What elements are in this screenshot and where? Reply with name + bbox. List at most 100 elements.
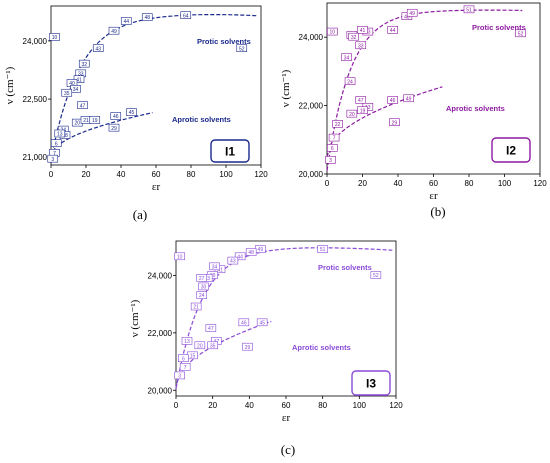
panel-b: 0 20 40 60 80 100 120 20,000 22,000 24,000 εr ν (cm… xyxy=(280,2,547,219)
x-tick-label: 0 xyxy=(325,179,330,188)
data-point-box xyxy=(317,245,328,253)
data-point-label: 34 xyxy=(212,264,218,270)
data-point-box xyxy=(389,118,400,126)
data-point: 6 xyxy=(50,139,62,147)
data-point-box xyxy=(108,123,120,132)
data-point-box xyxy=(238,318,250,327)
data-point-label: 21 xyxy=(193,305,199,311)
data-point-box xyxy=(357,106,368,115)
panel-label: (b) xyxy=(430,204,445,219)
series-label-protic: Protic solvents xyxy=(197,37,251,46)
data-point-label: 7 xyxy=(333,136,336,142)
data-point-label: 15 xyxy=(190,353,196,359)
data-point: 47 xyxy=(355,96,367,104)
data-point-label: 6 xyxy=(331,146,334,152)
data-point-label: 34 xyxy=(344,55,350,61)
data-point-label: 22 xyxy=(335,122,341,128)
aprotic-fit-curve xyxy=(175,320,272,388)
data-point: 45 xyxy=(126,108,137,116)
data-point: 19 xyxy=(357,106,368,115)
data-point-label: 10 xyxy=(52,35,58,41)
data-point: 49 xyxy=(406,8,418,17)
compound-badge-label: I2 xyxy=(506,144,516,158)
data-point-label: 43 xyxy=(365,30,371,36)
data-point-label: 46 xyxy=(390,98,396,104)
data-point: 22 xyxy=(332,120,343,128)
x-tick-label: 100 xyxy=(498,179,512,188)
x-tick-label: 100 xyxy=(353,401,367,410)
data-point-box xyxy=(120,17,132,25)
data-point: 47 xyxy=(205,324,217,332)
data-point-label: 48 xyxy=(144,15,150,21)
data-point-label: 20 xyxy=(74,121,80,127)
data-point: 6 xyxy=(327,144,338,152)
data-point-box xyxy=(406,8,418,17)
data-point-box xyxy=(355,96,367,104)
data-point-box xyxy=(341,53,352,62)
data-point-box xyxy=(227,256,239,265)
y-tick-label: 21,000 xyxy=(23,153,48,162)
data-point-label: 52 xyxy=(239,46,245,52)
y-tick-label: 22,000 xyxy=(299,102,324,111)
data-point: 6 xyxy=(178,354,189,362)
data-point-box xyxy=(256,318,268,327)
data-point-label: 20 xyxy=(197,343,203,349)
data-point-box xyxy=(515,29,526,38)
data-point-label: 41 xyxy=(360,28,366,34)
data-point: 29 xyxy=(389,118,400,126)
data-point-label: 24 xyxy=(347,79,353,85)
data-point: 46 xyxy=(238,318,250,327)
data-point-label: 13 xyxy=(184,339,190,345)
data-point-label: 44 xyxy=(237,254,243,260)
data-point: 10 xyxy=(174,252,185,260)
data-point: 35 xyxy=(61,88,73,97)
x-tick-label: 0 xyxy=(49,170,54,179)
data-point-box xyxy=(328,133,340,142)
data-point-label: 30 xyxy=(201,285,207,291)
data-point-box xyxy=(403,94,414,103)
data-point-label: 44 xyxy=(123,19,129,25)
y-tick-label: 24,000 xyxy=(148,271,173,280)
data-point-box xyxy=(196,274,207,282)
data-point-box xyxy=(327,144,338,152)
data-point-label: 52 xyxy=(518,31,524,37)
data-point-box xyxy=(242,342,253,351)
data-point-label: 6 xyxy=(182,356,185,362)
data-point-label: 13 xyxy=(365,105,371,111)
data-point-label: 7 xyxy=(53,151,56,157)
data-point-box xyxy=(108,26,120,35)
data-point-box xyxy=(47,154,59,163)
data-point-box xyxy=(357,26,368,34)
data-point-label: 43 xyxy=(95,46,101,52)
data-point-box xyxy=(387,26,398,34)
data-point-box xyxy=(77,101,88,109)
y-tick-label: 24,000 xyxy=(299,33,324,42)
data-point-box xyxy=(346,109,358,118)
data-point-label: 49 xyxy=(258,247,264,253)
data-point: 29 xyxy=(242,342,253,351)
data-point-label: 64 xyxy=(183,13,189,19)
x-axis-label: εr xyxy=(282,412,291,424)
data-point-box xyxy=(327,27,338,36)
data-point: 10 xyxy=(49,33,60,41)
y-tick-label: 20,000 xyxy=(148,386,173,395)
data-point: 46 xyxy=(387,96,398,104)
data-point-label: 3 xyxy=(329,158,332,164)
data-point-label: 43 xyxy=(230,259,236,265)
data-point: 52 xyxy=(236,44,248,52)
panel-label: (c) xyxy=(281,442,295,457)
data-point-label: 3 xyxy=(51,157,54,163)
data-point-label: 48 xyxy=(404,14,410,20)
data-point: 52 xyxy=(515,29,526,38)
x-axis-label: εr xyxy=(152,181,161,193)
data-point-box xyxy=(141,13,153,21)
data-point-label: 45 xyxy=(129,110,135,116)
data-point: 52 xyxy=(370,271,382,279)
data-point: 24 xyxy=(344,77,356,85)
data-point: 47 xyxy=(77,101,88,109)
data-point-label: 10 xyxy=(330,30,336,36)
y-axis-label: ν (cm⁻¹) xyxy=(129,299,141,337)
panel-c: 0 20 40 60 80 100 120 20,000 22,000 24,000 εr ν (cm… xyxy=(129,240,403,457)
data-point-box xyxy=(190,302,202,311)
